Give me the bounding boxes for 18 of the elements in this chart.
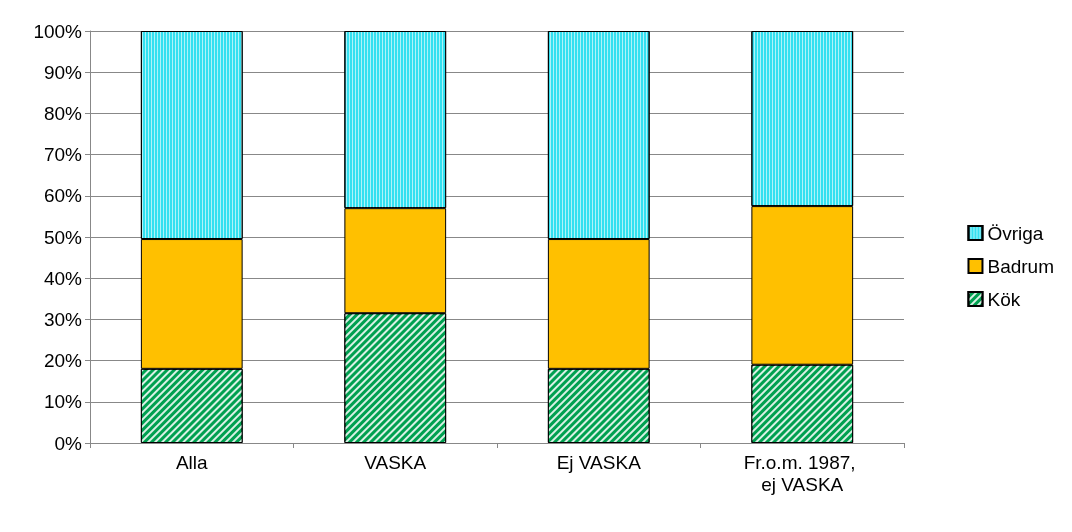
y-tick-label: 20% <box>43 350 83 372</box>
y-tick-label: 60% <box>43 185 83 207</box>
x-tick-label: Fr.o.m. 1987, ej VASKA <box>743 451 861 495</box>
y-tick-label: 80% <box>43 102 83 124</box>
y-tick-label: 50% <box>43 226 83 248</box>
x-tick-label: VASKA <box>364 451 427 473</box>
x-tick-label: Ej VASKA <box>556 451 642 473</box>
legend-label: Övriga <box>987 222 1044 244</box>
y-tick-label: 30% <box>43 308 83 330</box>
y-tick-label: 10% <box>43 391 83 413</box>
x-tick-label: Alla <box>175 451 209 473</box>
legend-label: Badrum <box>987 255 1054 277</box>
y-tick-label: 0% <box>54 432 83 454</box>
y-tick-label: 70% <box>43 144 83 166</box>
legend-label: Kök <box>987 288 1021 310</box>
y-tick-label: 100% <box>33 20 83 42</box>
y-tick-label: 90% <box>43 61 83 83</box>
y-tick-label: 40% <box>43 267 83 289</box>
